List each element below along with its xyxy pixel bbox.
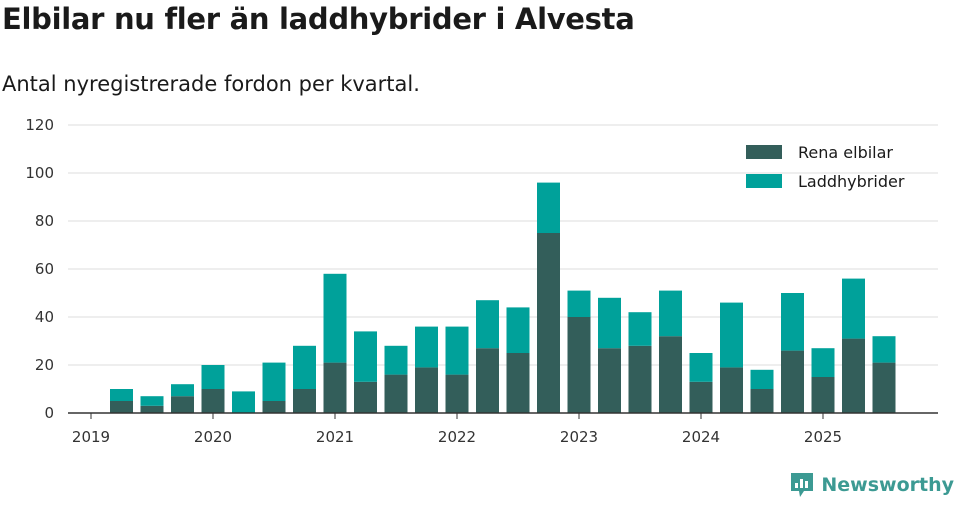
- legend-label-rena-elbilar: Rena elbilar: [798, 143, 893, 162]
- bar-laddhybrider: 2025 Q3 — Laddhybrider: 11: [872, 336, 896, 363]
- bar-rena-elbilar: 2021 Q1 — Rena elbilar: 21: [323, 362, 347, 413]
- bar-rena-elbilar: 2022 Q2 — Rena elbilar: 27: [476, 348, 499, 413]
- bar-rena-elbilar: 2019 Q2 — Rena elbilar: 5: [110, 401, 133, 413]
- bar-laddhybrider: 2022 Q3 — Laddhybrider: 19: [506, 307, 530, 353]
- bar-laddhybrider: 2024 Q2 — Laddhybrider: 27: [720, 302, 743, 368]
- y-tick-label: 60: [35, 260, 54, 278]
- bar-rena-elbilar: 2021 Q3 — Rena elbilar: 16: [384, 374, 408, 413]
- y-tick-label: 20: [35, 356, 54, 374]
- x-tick-label: 2023: [560, 428, 598, 446]
- bar-laddhybrider: 2020 Q3 — Laddhybrider: 16: [262, 362, 286, 401]
- bar-rena-elbilar: 2025 Q2 — Rena elbilar: 31: [842, 338, 865, 413]
- newsworthy-logo-icon: [791, 473, 814, 497]
- bar-laddhybrider: 2022 Q1 — Laddhybrider: 20: [445, 326, 469, 375]
- legend-swatch-rena-elbilar: [746, 145, 782, 159]
- y-tick-label: 120: [25, 116, 54, 134]
- bar-rena-elbilar: 2025 Q3 — Rena elbilar: 21: [872, 362, 896, 413]
- brand-logo: Newsworthy: [789, 471, 954, 499]
- bar-laddhybrider: 2023 Q3 — Laddhybrider: 14: [628, 312, 652, 346]
- bar-rena-elbilar: 2023 Q3 — Rena elbilar: 28: [628, 345, 652, 413]
- bar-rena-elbilar: 2019 Q4 — Rena elbilar: 7: [171, 396, 194, 413]
- x-tick-label: 2021: [316, 428, 354, 446]
- legend-swatch-laddhybrider: [746, 174, 782, 188]
- bar-laddhybrider: 2023 Q4 — Laddhybrider: 19: [659, 290, 682, 337]
- bar-laddhybrider: 2024 Q3 — Laddhybrider: 8: [750, 369, 774, 389]
- bar-laddhybrider: 2023 Q1 — Laddhybrider: 11: [567, 290, 591, 317]
- x-tick-label: 2019: [72, 428, 110, 446]
- bar-laddhybrider: 2019 Q4 — Laddhybrider: 5: [171, 384, 194, 397]
- bar-laddhybrider: 2024 Q1 — Laddhybrider: 12: [689, 353, 713, 382]
- legend: Rena elbilar Laddhybrider: [746, 143, 905, 191]
- bar-laddhybrider: 2021 Q2 — Laddhybrider: 21: [354, 331, 377, 382]
- bar-rena-elbilar: 2022 Q1 — Rena elbilar: 16: [445, 374, 469, 413]
- bar-rena-elbilar: 2024 Q1 — Rena elbilar: 13: [689, 381, 713, 413]
- bar-laddhybrider: 2025 Q2 — Laddhybrider: 25: [842, 278, 865, 339]
- x-axis-ticks: 2019 2020 2021 2022 2023 2024 2025: [72, 413, 842, 446]
- bar-laddhybrider: 2024 Q4 — Laddhybrider: 24: [781, 293, 804, 351]
- bar-laddhybrider: 2020 Q4 — Laddhybrider: 18: [293, 345, 316, 389]
- bar-rena-elbilar: 2023 Q1 — Rena elbilar: 40: [567, 317, 591, 413]
- x-tick-label: 2024: [682, 428, 720, 446]
- bar-rena-elbilar: 2025 Q1 — Rena elbilar: 15: [811, 377, 835, 413]
- bar-rena-elbilar: 2023 Q4 — Rena elbilar: 32: [659, 336, 682, 413]
- y-tick-label: 100: [25, 164, 54, 182]
- bars: 2019 Q2 — Rena elbilar: 52019 Q2 — Laddh…: [110, 182, 896, 413]
- y-tick-label: 0: [44, 404, 54, 422]
- bar-laddhybrider: 2020 Q2 — Laddhybrider: 9: [232, 391, 255, 413]
- bar-rena-elbilar: 2021 Q2 — Rena elbilar: 13: [354, 381, 377, 413]
- y-tick-label: 40: [35, 308, 54, 326]
- bar-rena-elbilar: 2022 Q3 — Rena elbilar: 25: [506, 353, 530, 413]
- bar-rena-elbilar: 2023 Q2 — Rena elbilar: 27: [598, 348, 621, 413]
- bar-laddhybrider: 2019 Q3 — Laddhybrider: 4: [140, 396, 164, 406]
- bar-laddhybrider: 2025 Q1 — Laddhybrider: 12: [811, 348, 835, 377]
- bar-rena-elbilar: 2024 Q2 — Rena elbilar: 19: [720, 367, 743, 413]
- bar-laddhybrider: 2021 Q1 — Laddhybrider: 37: [323, 273, 347, 363]
- bar-laddhybrider: 2022 Q4 — Laddhybrider: 21: [537, 182, 560, 233]
- bar-laddhybrider: 2020 Q1 — Laddhybrider: 10: [201, 365, 225, 389]
- bar-rena-elbilar: 2022 Q4 — Rena elbilar: 75: [537, 233, 560, 413]
- chart-title: Elbilar nu fler än laddhybrider i Alvest…: [2, 2, 635, 36]
- y-axis-ticks: 0 20 40 60 80 100 120: [25, 116, 54, 422]
- bar-rena-elbilar: 2020 Q3 — Rena elbilar: 5: [262, 401, 286, 413]
- bar-laddhybrider: 2021 Q3 — Laddhybrider: 12: [384, 345, 408, 375]
- x-tick-label: 2025: [804, 428, 842, 446]
- bar-laddhybrider: 2023 Q2 — Laddhybrider: 21: [598, 297, 621, 349]
- brand-name: Newsworthy: [821, 474, 954, 496]
- bar-rena-elbilar: 2021 Q4 — Rena elbilar: 19: [415, 367, 438, 413]
- bar-laddhybrider: 2022 Q2 — Laddhybrider: 20: [476, 300, 499, 349]
- bar-rena-elbilar: 2020 Q4 — Rena elbilar: 10: [293, 389, 316, 413]
- bar-rena-elbilar: 2024 Q3 — Rena elbilar: 10: [750, 389, 774, 413]
- bar-laddhybrider: 2019 Q2 — Laddhybrider: 5: [110, 389, 133, 401]
- x-tick-label: 2020: [194, 428, 232, 446]
- x-tick-label: 2022: [438, 428, 476, 446]
- bar-rena-elbilar: 2024 Q4 — Rena elbilar: 26: [781, 350, 804, 413]
- bar-laddhybrider: 2021 Q4 — Laddhybrider: 17: [415, 326, 438, 368]
- legend-label-laddhybrider: Laddhybrider: [798, 172, 905, 191]
- chart-subtitle: Antal nyregistrerade fordon per kvartal.: [2, 72, 420, 96]
- bar-rena-elbilar: 2020 Q1 — Rena elbilar: 10: [201, 389, 225, 413]
- y-tick-label: 80: [35, 212, 54, 230]
- bar-rena-elbilar: 2019 Q3 — Rena elbilar: 3: [140, 405, 164, 413]
